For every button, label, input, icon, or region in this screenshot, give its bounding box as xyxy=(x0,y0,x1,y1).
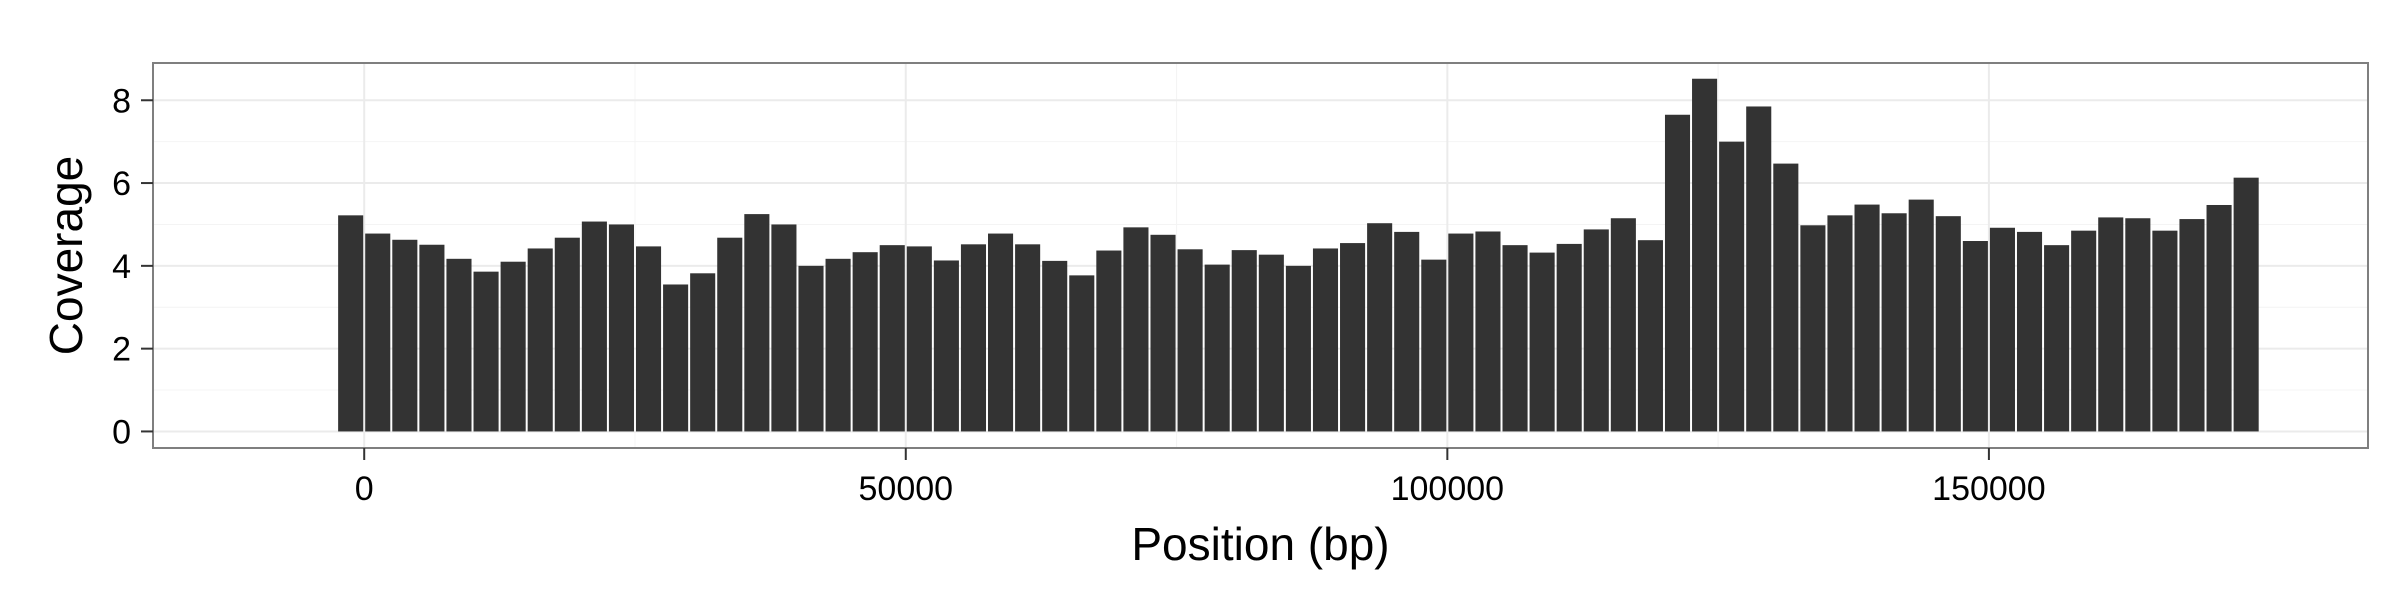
bar xyxy=(879,245,905,432)
bar xyxy=(473,271,499,432)
bar xyxy=(798,265,824,432)
bar xyxy=(1989,227,2015,432)
bar xyxy=(581,221,607,432)
bar xyxy=(1421,259,1447,432)
bar xyxy=(1312,248,1339,432)
bar xyxy=(1692,78,1718,432)
bar xyxy=(338,215,364,432)
bar xyxy=(446,258,472,432)
bar xyxy=(392,239,418,432)
bar xyxy=(1854,204,1880,432)
x-tick-label: 150000 xyxy=(1932,470,2045,508)
bar xyxy=(1908,199,1934,432)
bar xyxy=(1827,215,1853,432)
y-tick-label: 8 xyxy=(112,82,131,120)
x-tick-label: 50000 xyxy=(859,470,954,508)
bar xyxy=(1285,265,1311,432)
x-tick-label: 0 xyxy=(355,470,374,508)
bar xyxy=(1150,234,1176,432)
bar xyxy=(1448,233,1474,432)
bar xyxy=(1664,114,1691,432)
bar xyxy=(1962,241,1988,432)
bar xyxy=(1258,254,1284,432)
bar xyxy=(717,237,743,432)
bar xyxy=(1800,225,1826,432)
bar xyxy=(906,246,932,432)
bar xyxy=(527,248,553,432)
bar xyxy=(852,252,878,432)
bar xyxy=(1935,216,1961,432)
bar xyxy=(1773,163,1799,432)
bar xyxy=(1529,252,1555,432)
bar xyxy=(635,246,662,432)
y-axis-title: Coverage xyxy=(40,156,92,355)
bar xyxy=(1123,227,1149,432)
bar xyxy=(1069,275,1095,432)
bar xyxy=(2206,204,2232,432)
bar xyxy=(1367,223,1393,432)
panel-border xyxy=(152,62,2369,449)
bar xyxy=(1042,260,1068,432)
y-tick-label: 4 xyxy=(112,248,131,286)
bar xyxy=(1340,243,1366,432)
bar xyxy=(1475,231,1501,432)
x-axis-title: Position (bp) xyxy=(1131,518,1389,570)
bar xyxy=(1177,249,1203,432)
bar xyxy=(608,224,634,432)
bar xyxy=(933,260,959,432)
bar-series xyxy=(338,78,2259,432)
y-tick-label: 6 xyxy=(112,165,131,203)
bar xyxy=(2044,245,2070,432)
bar xyxy=(960,244,987,432)
bar xyxy=(2016,231,2043,432)
bar xyxy=(988,233,1014,432)
bar xyxy=(1637,240,1663,432)
bar xyxy=(1881,213,1907,432)
bar xyxy=(2233,177,2259,432)
bar xyxy=(419,244,445,432)
bar xyxy=(663,284,689,432)
bar xyxy=(1204,264,1230,432)
bar xyxy=(1719,141,1745,432)
y-tick-label: 0 xyxy=(112,413,131,451)
bar xyxy=(1746,106,1772,432)
bar xyxy=(2152,230,2178,432)
bar xyxy=(1394,231,1420,432)
bar xyxy=(1502,245,1528,432)
bar xyxy=(2071,230,2097,432)
bar xyxy=(2125,218,2151,432)
bar xyxy=(1231,250,1257,432)
y-tick-label: 2 xyxy=(112,331,131,369)
bar xyxy=(1556,243,1582,432)
axis-ticks: 0 2 4 6 8 0 50000 100000 150000 xyxy=(112,82,2046,508)
bar xyxy=(744,214,770,432)
bar xyxy=(825,258,851,432)
bar xyxy=(1015,244,1041,432)
bar xyxy=(1610,218,1636,432)
bar xyxy=(554,237,580,432)
bar xyxy=(1096,250,1122,432)
bar xyxy=(500,261,526,432)
bar xyxy=(690,273,716,432)
bar xyxy=(365,233,391,432)
bar xyxy=(1583,229,1609,432)
bar xyxy=(2179,219,2205,432)
x-tick-label: 100000 xyxy=(1391,470,1504,508)
bar xyxy=(771,224,797,432)
bar xyxy=(2098,217,2124,432)
